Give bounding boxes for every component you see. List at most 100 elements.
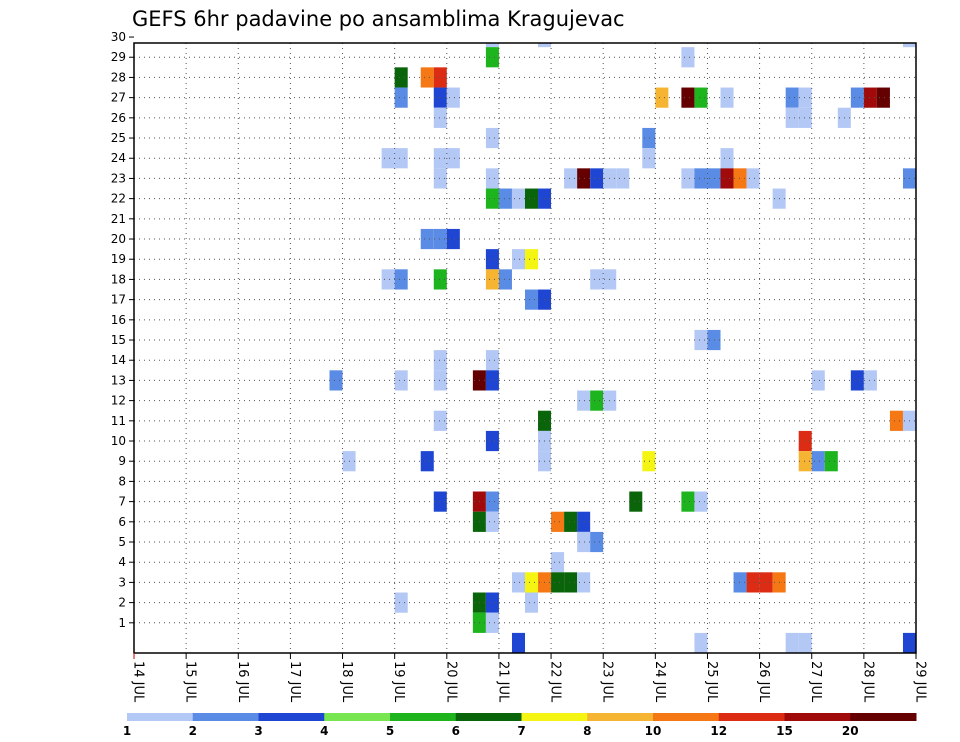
heatmap-cell	[811, 370, 825, 391]
x-tick-label: 18 JUL	[339, 661, 354, 703]
heatmap-cell	[433, 370, 447, 391]
heatmap-cell	[824, 451, 838, 472]
heatmap-cell	[433, 168, 447, 189]
heatmap-cell	[498, 188, 512, 209]
y-tick-label: 3	[118, 575, 126, 589]
heatmap-cell	[525, 572, 539, 593]
x-tick-label: 15 JUL	[183, 661, 198, 703]
heatmap-cell	[394, 87, 408, 108]
heatmap-cell	[720, 148, 734, 169]
heatmap-cell	[681, 168, 695, 189]
heatmap-cell	[485, 43, 499, 48]
heatmap-cell	[525, 289, 539, 310]
legend-swatch	[718, 713, 785, 721]
heatmap-cell	[511, 632, 525, 653]
heatmap-cell	[511, 188, 525, 209]
legend-swatch	[258, 713, 325, 721]
y-tick-label: 21	[111, 212, 126, 226]
y-tick-label: 9	[118, 454, 126, 468]
heatmap-cell	[485, 47, 499, 68]
heatmap-cell	[433, 350, 447, 371]
heatmap-cell	[394, 67, 408, 88]
heatmap-cell	[511, 572, 525, 593]
x-tick-label: 24 JUL	[652, 661, 667, 703]
heatmap-cell	[577, 531, 591, 553]
y-tick-label: 1	[118, 616, 126, 630]
x-tick-label: 23 JUL	[600, 661, 615, 703]
y-tick-label: 15	[111, 333, 126, 347]
x-tick-label: 16 JUL	[235, 661, 250, 703]
heatmap-cell	[485, 168, 499, 189]
heatmap-cell	[394, 269, 408, 290]
heatmap-cell	[446, 148, 460, 169]
heatmap-cell	[759, 572, 773, 593]
heatmap-cell	[551, 552, 565, 573]
heatmap-cell	[577, 572, 591, 593]
heatmap-cell	[642, 451, 656, 472]
heatmap-cell	[433, 410, 447, 431]
legend-label: 15	[776, 724, 793, 738]
heatmap-cell	[902, 632, 916, 653]
heatmap-cell	[329, 370, 343, 391]
heatmap-cell	[577, 390, 591, 411]
x-tick-label: 21 JUL	[495, 661, 510, 703]
heatmap-cell	[433, 491, 447, 512]
heatmap-cell	[433, 148, 447, 169]
legend-label: 3	[254, 724, 262, 738]
heatmap-cell	[498, 269, 512, 290]
heatmap-cell	[446, 87, 460, 108]
y-tick-label: 23	[111, 171, 126, 185]
y-tick-label: 14	[111, 353, 126, 367]
heatmap-cell	[564, 572, 578, 593]
x-tick-label: 20 JUL	[443, 661, 458, 703]
x-tick-label: 27 JUL	[808, 661, 823, 703]
legend-swatch	[587, 713, 654, 721]
heatmap-cell	[525, 592, 539, 613]
heatmap-cell	[811, 451, 825, 472]
heatmap-cell	[485, 269, 499, 290]
legend-swatch	[850, 713, 917, 721]
heatmap-cell	[785, 632, 799, 653]
y-tick-label: 22	[111, 192, 126, 206]
heatmap-cell	[511, 249, 525, 270]
heatmap-cell	[694, 87, 708, 108]
heatmap-cell	[433, 228, 447, 250]
y-tick-label: 12	[111, 394, 126, 408]
legend-swatch	[192, 713, 259, 721]
heatmap-cell	[785, 107, 799, 128]
heatmap-cell	[485, 430, 499, 452]
heatmap-cell	[863, 370, 877, 391]
heatmap-cell	[485, 370, 499, 391]
y-tick-label: 27	[111, 91, 126, 105]
y-tick-label: 4	[118, 555, 126, 569]
heatmap-cell	[525, 249, 539, 270]
heatmap-cell	[590, 168, 604, 189]
heatmap-cell	[694, 491, 708, 512]
heatmap-cell	[785, 87, 799, 108]
heatmap-cell	[433, 67, 447, 88]
legend-label: 10	[645, 724, 662, 738]
heatmap-cell	[798, 87, 812, 108]
heatmap-cell	[485, 612, 499, 633]
x-tick-label: 19 JUL	[391, 661, 406, 703]
x-axis: 14 JUL 15 JUL 16 JUL 17 JUL 18 JUL 19 JUL 20 J…	[131, 653, 928, 703]
heatmap-cell	[485, 350, 499, 371]
y-tick-label: 13	[111, 373, 126, 387]
heatmap-cell	[394, 370, 408, 391]
heatmap-cell	[381, 148, 395, 169]
heatmap-cell	[420, 228, 434, 250]
y-tick-label: 10	[111, 434, 126, 448]
x-tick-label: 25 JUL	[704, 661, 719, 703]
heatmap-cell	[590, 531, 604, 553]
heatmap-cell	[485, 127, 499, 149]
legend-label: 5	[386, 724, 394, 738]
y-tick-label: 16	[111, 313, 126, 327]
legend-swatch	[390, 713, 457, 721]
heatmap-cell	[681, 87, 695, 108]
heatmap-cell	[394, 148, 408, 169]
heatmap-cell	[485, 491, 499, 512]
heatmap-cell	[433, 269, 447, 290]
heatmap-cell	[902, 43, 916, 48]
heatmap-cell	[485, 592, 499, 613]
y-tick-label: 8	[118, 474, 126, 488]
